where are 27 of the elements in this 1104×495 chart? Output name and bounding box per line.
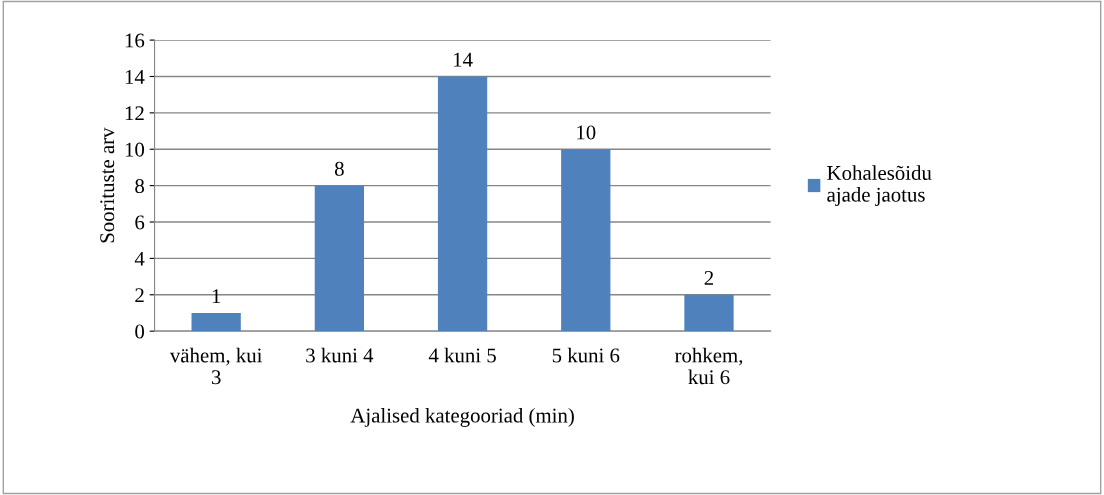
y-axis-title: Soorituste arv	[100, 127, 115, 243]
x-tick-label: 3 kuni 4	[306, 347, 374, 363]
data-label: 2	[704, 270, 714, 285]
y-tick-label: 8	[135, 179, 145, 194]
y-tick-label: 12	[125, 106, 144, 121]
x-tick-label: rohkem, kui 6	[674, 347, 743, 385]
data-label: 1	[212, 289, 221, 303]
bar	[684, 294, 734, 332]
bar	[561, 149, 611, 332]
x-axis-title: Ajalised kategooriad (min)	[350, 407, 574, 427]
x-tick-label: 4 kuni 5	[428, 347, 496, 363]
y-tick-label: 10	[125, 142, 145, 157]
y-tick-label: 6	[135, 215, 145, 230]
x-tick-label: 5 kuni 6	[552, 347, 620, 363]
y-tick-label: 0	[135, 324, 145, 339]
x-tick-label: vähem, kui 3	[169, 347, 263, 385]
data-label: 10	[577, 125, 596, 140]
data-label: 8	[334, 161, 344, 176]
data-label: 14	[453, 52, 473, 67]
y-tick-label: 4	[134, 251, 145, 266]
legend-label: Kohalesõidu ajade jaotus	[827, 165, 932, 206]
y-tick-label: 14	[125, 69, 145, 84]
y-tick-label: 2	[135, 288, 144, 302]
y-tick-label: 16	[125, 33, 145, 48]
bar	[314, 185, 365, 332]
bar	[191, 312, 241, 332]
bar	[437, 76, 488, 332]
